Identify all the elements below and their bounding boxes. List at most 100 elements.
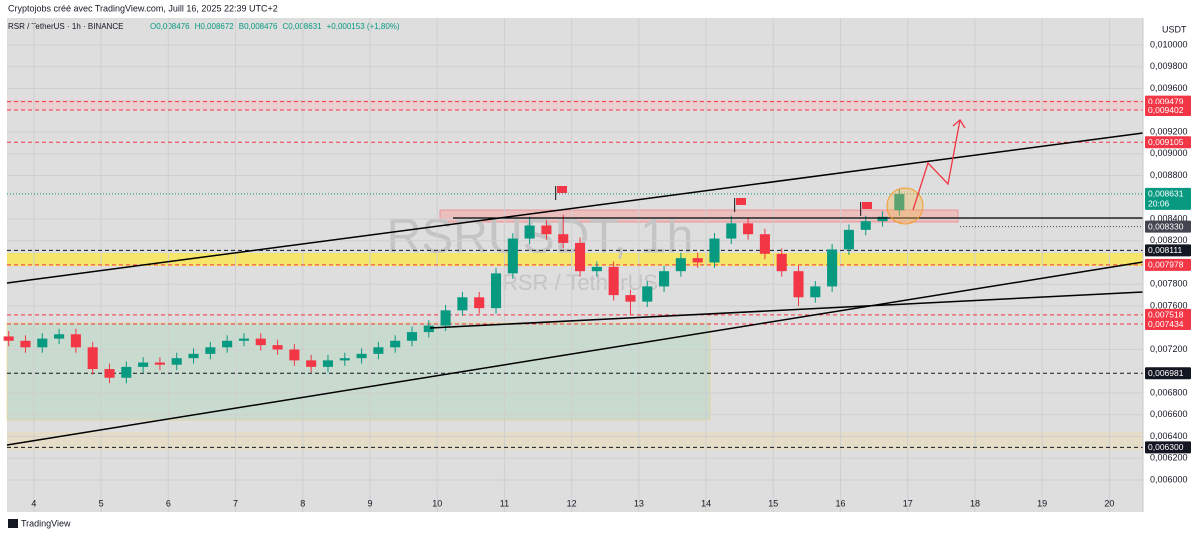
y-tick-label: 0,007600 [1150,300,1188,310]
x-tick-label: 15 [768,498,778,508]
x-tick-label: 18 [970,498,980,508]
y-tick-label: 0,008800 [1150,170,1188,180]
ref-price-label: 0,008330 [1148,221,1184,231]
candle-body [154,362,165,365]
candle-body [373,347,384,354]
x-tick-label: 8 [300,498,305,508]
countdown: 20:06 [1148,199,1170,209]
price-level-box [1145,441,1191,454]
price-level-label: 0,006981 [1148,368,1184,378]
price-level-label: 0,007978 [1148,260,1184,270]
candle-body [104,369,115,378]
candle-body [406,332,418,341]
candle-body [675,258,686,272]
y-tick-label: 0,006000 [1150,474,1188,484]
footer: TradingView [8,518,71,528]
watermark: RSRUSDT, 1h RSR / TetherUS [387,211,694,295]
price-level-label: 0,008111 [1148,245,1182,255]
price-level-label: 0,009479 [1148,96,1184,106]
candle-body [541,225,552,235]
candle-body [558,234,569,243]
axis: 4 5 6 7 8 9 10 11 12 13 14 15 16 17 18 19 20 0,010000 0,00… [31,39,1191,508]
candle-body [356,353,367,359]
x-tick-label: 6 [166,498,171,508]
red-band [7,100,1143,110]
y-tick-label: 0,007200 [1150,344,1188,354]
candle-body [793,271,804,298]
arrow-head [952,119,966,129]
price-level-label: 0,009105 [1148,137,1184,147]
x-tick-label: 10 [432,498,442,508]
x-tick-label: 9 [367,498,372,508]
candle-body [894,193,905,211]
brand: TradingView [21,518,71,528]
candle-body [659,271,670,287]
candle-body [255,338,266,346]
price-level-box [1145,136,1191,149]
y-tick-label: 0,006800 [1150,387,1188,397]
candle-body [70,334,81,348]
candle-body [507,238,518,274]
candle-body [726,223,737,239]
candle-body [339,358,350,361]
candle-body [692,258,703,263]
y-tick-label: 0,006600 [1150,409,1188,419]
price-level-box [1145,308,1191,321]
candle-body [642,286,653,302]
x-tick-label: 7 [233,498,238,508]
candles [3,189,905,384]
x-tick-label: 11 [500,498,509,508]
y-tick-label: 0,009000 [1150,148,1188,158]
y-tick-label: 0,007800 [1150,279,1188,289]
candle-body [776,253,787,272]
last-price-box [1145,187,1191,210]
ref-price-box [1145,220,1191,233]
x-tick-label: 19 [1037,498,1047,508]
ohlc: O0,008476 H0,008672 B0,008476 C0,008631 +0,0… [150,22,400,31]
currency: USDT [1162,24,1187,34]
y-tick-label: 0,009800 [1150,61,1188,71]
candle-body [810,286,821,298]
candle-body [390,340,401,348]
price-level-box [1145,244,1191,257]
ohlc-value: H0,008672 [195,22,235,31]
price-level-label: 0,007518 [1148,310,1184,320]
y-tick-label: 0,006400 [1150,431,1188,441]
trend-line-lower [6,261,1144,446]
x-tick-label: 4 [31,498,36,508]
candle-body [423,325,434,333]
y-tick-label: 0,008400 [1150,213,1188,223]
x-tick-label: 17 [903,498,913,508]
trend-line-upper [6,132,1144,284]
drawings [6,119,1144,446]
y-tick-label: 0,010000 [1150,39,1188,49]
candle-body [860,221,871,230]
x-tick-label: 20 [1104,498,1114,508]
candle-body [121,366,132,378]
projection-arrow [912,119,961,211]
last-price-label: 0,008631 [1148,189,1184,199]
x-tick-label: 5 [99,498,104,508]
symbol-line: RSR / TetherUS · 1h · BINANCE [8,22,123,31]
candle-body [474,297,485,309]
candle-body [759,234,770,254]
candle-body [138,362,149,367]
candle-body [222,340,233,348]
candle-body [306,360,317,367]
price-level-label: 0,006300 [1148,442,1184,452]
candle-body [37,338,48,348]
candle-body [524,225,535,239]
candle-body [608,266,619,296]
candle-body [272,345,283,350]
price-level-label: 0,009402 [1148,105,1184,115]
candle-body [322,360,334,367]
candle-body [457,297,468,311]
price-level-label: 0,007434 [1148,319,1184,329]
watermark-symbol: RSRUSDT, 1h [387,211,694,264]
y-tick-label: 0,009200 [1150,126,1188,136]
candle-body [877,216,888,222]
y-tick-label: 0,008200 [1150,235,1188,245]
x-tick-label: 13 [634,498,644,508]
candle-body [843,229,854,250]
candle-body [188,353,199,359]
